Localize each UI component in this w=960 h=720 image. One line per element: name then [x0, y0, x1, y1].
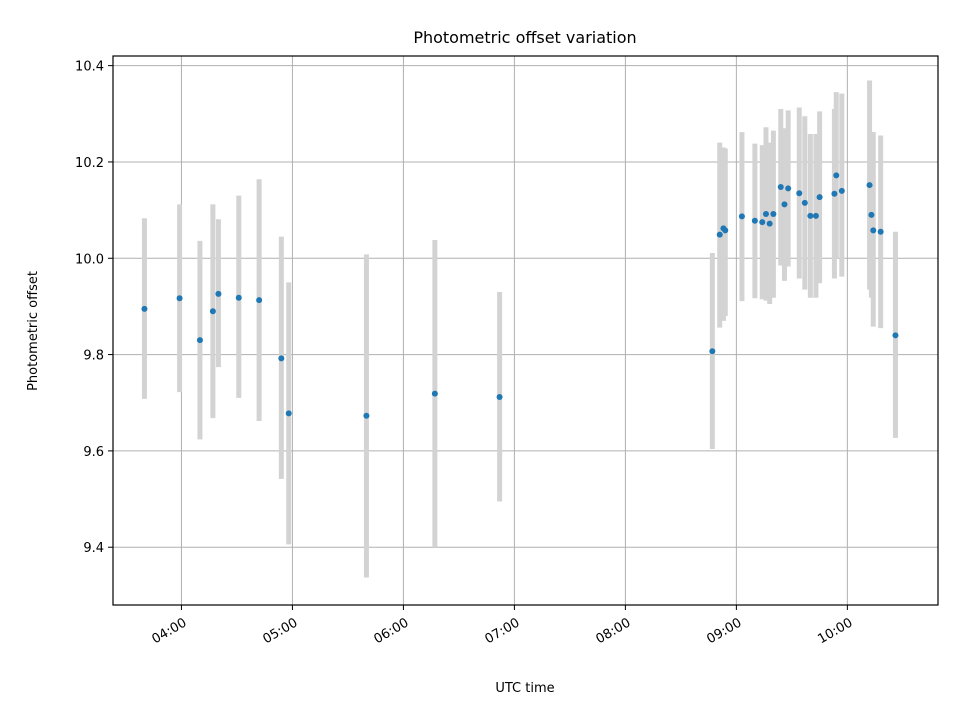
data-points: [141, 172, 899, 419]
x-tick-label: 09:00: [704, 615, 744, 647]
data-point: [722, 227, 729, 234]
x-tick-label: 05:00: [260, 615, 300, 647]
data-point: [781, 201, 788, 208]
error-bars: [141, 80, 898, 578]
x-tick-label: 04:00: [149, 615, 189, 647]
data-point: [870, 227, 877, 234]
y-tick-label: 9.8: [83, 349, 104, 364]
data-point: [141, 305, 148, 312]
data-point: [738, 213, 745, 220]
data-point: [215, 290, 222, 297]
data-point: [709, 348, 716, 355]
grid: [113, 56, 938, 605]
x-tick-label: 10:00: [815, 615, 855, 647]
x-tick-label: 07:00: [482, 615, 522, 647]
y-axis-label: Photometric offset: [26, 271, 41, 391]
data-point: [196, 337, 203, 344]
data-point: [496, 393, 503, 400]
y-tick-label: 10.4: [75, 60, 104, 75]
data-point: [285, 410, 292, 417]
data-point: [431, 390, 438, 397]
data-point: [762, 210, 769, 217]
y-tick-label: 10.0: [75, 252, 104, 267]
y-tick-label: 10.2: [75, 156, 104, 171]
data-point: [801, 199, 808, 206]
data-point: [816, 194, 823, 201]
data-point: [777, 183, 784, 190]
data-point: [363, 412, 370, 419]
x-axis-ticks: 04:00 05:00 06:00 07:00 08:00 09:00 10:00: [149, 605, 855, 647]
data-point: [235, 294, 242, 301]
data-point: [759, 219, 766, 226]
y-tick-label: 9.6: [83, 445, 104, 460]
data-point: [176, 295, 183, 302]
data-point: [256, 297, 263, 304]
data-point: [892, 332, 899, 339]
data-point: [877, 228, 884, 235]
data-point: [866, 182, 873, 189]
x-axis-label: UTC time: [495, 681, 554, 696]
data-point: [868, 211, 875, 218]
data-point: [770, 210, 777, 217]
data-point: [278, 355, 285, 362]
y-axis-ticks: 9.4 9.6 9.8 10.0 10.2 10.4: [75, 60, 113, 556]
data-point: [812, 212, 819, 219]
y-tick-label: 9.4: [83, 541, 104, 556]
x-tick-label: 08:00: [593, 615, 633, 647]
data-point: [833, 172, 840, 179]
data-point: [766, 220, 773, 227]
plot-frame: [112, 55, 939, 606]
data-point: [716, 231, 723, 238]
data-point: [838, 187, 845, 194]
data-point: [751, 217, 758, 224]
chart-title: Photometric offset variation: [413, 28, 636, 47]
data-point: [831, 190, 838, 197]
data-point: [209, 308, 216, 315]
x-tick-label: 06:00: [371, 615, 411, 647]
data-point: [785, 185, 792, 192]
data-point: [807, 212, 814, 219]
data-point: [796, 190, 803, 197]
